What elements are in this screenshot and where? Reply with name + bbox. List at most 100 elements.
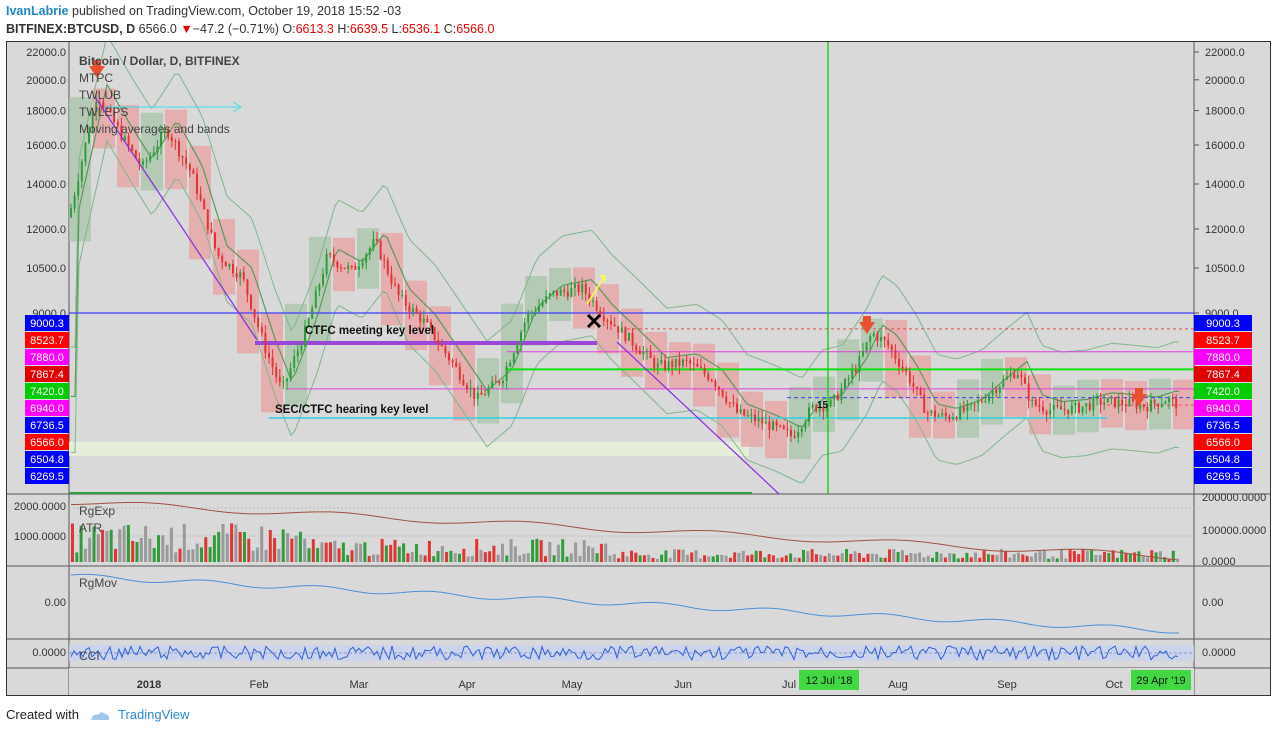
candle-body <box>1175 398 1178 409</box>
chart-svg[interactable]: 22000.0 22000.0 20000.0 20000.0 18000.0 18000… <box>7 42 1270 695</box>
volume-bar <box>965 552 969 562</box>
candle-body <box>376 238 378 241</box>
candle-body <box>732 402 735 404</box>
price-label-right <box>1194 400 1252 416</box>
candle-body <box>754 414 756 422</box>
volume-bar <box>359 543 363 562</box>
candle-body <box>955 417 958 420</box>
volume-bar <box>677 549 681 562</box>
lower-band <box>71 139 1180 483</box>
candle-body <box>948 416 951 420</box>
volume-bar <box>479 549 483 562</box>
candle-body <box>1135 401 1138 409</box>
candle-body <box>876 333 879 342</box>
bull-box <box>1149 378 1171 430</box>
volume-bar <box>380 538 384 562</box>
candle-body <box>772 421 774 431</box>
candle-body <box>77 181 80 196</box>
volume-bar <box>483 552 487 562</box>
volume-bar <box>703 555 707 562</box>
candle-body <box>293 356 296 368</box>
volume-bar <box>746 555 750 562</box>
candle-body <box>592 300 594 302</box>
candle-body <box>379 240 382 260</box>
candle-body <box>930 410 933 414</box>
candle-body <box>905 368 908 372</box>
volume-bar <box>1158 551 1162 562</box>
candle-body <box>354 266 357 270</box>
volume-bar <box>991 554 995 562</box>
candle-body <box>70 208 72 218</box>
candle-body <box>314 290 317 308</box>
volume-bar <box>1064 558 1068 562</box>
candle-body <box>833 394 836 400</box>
volume-bar <box>591 547 595 562</box>
y-tick-left: 12000.0 <box>26 224 66 236</box>
volume-bar <box>875 554 879 562</box>
volume-bar <box>569 553 573 562</box>
legend-item-mtpc: MTPC <box>79 71 113 85</box>
price-label-text-left: 6269.5 <box>30 471 64 483</box>
chart-frame[interactable]: 22000.0 22000.0 20000.0 20000.0 18000.0 18000… <box>6 41 1271 696</box>
candle-body <box>1067 409 1070 414</box>
candle-body <box>602 315 605 321</box>
volume-bar <box>935 551 939 562</box>
candle-body <box>1038 405 1041 407</box>
volume-bar <box>612 554 616 562</box>
candle-body <box>1027 383 1030 401</box>
candle-body <box>304 325 306 346</box>
volume-bar <box>634 552 638 562</box>
volume-bar <box>389 544 393 562</box>
volume-bar <box>230 523 234 562</box>
price-label-text-right: 9000.3 <box>1206 318 1240 330</box>
volume-bar <box>642 555 646 562</box>
candle-body <box>300 345 303 351</box>
y-tick-right: 10500.0 <box>1205 263 1245 275</box>
legend-item-ma: Moving averages and bands <box>79 122 230 136</box>
candle-body <box>138 158 141 165</box>
candle-body <box>1168 398 1170 403</box>
candle-body <box>1049 409 1052 415</box>
candle-body <box>901 366 904 369</box>
volume-bar <box>492 545 496 562</box>
candle-body <box>559 289 562 296</box>
volume-bar <box>1107 552 1111 562</box>
volume-bar <box>402 543 406 562</box>
x-tick-label: Aug <box>888 679 908 691</box>
candle-body <box>156 146 159 153</box>
candle-body <box>984 401 987 403</box>
trendline-purple <box>94 96 258 341</box>
volume-bar <box>298 531 302 562</box>
author-link[interactable]: IvanLabrie <box>6 4 69 18</box>
volume-bar <box>647 554 651 562</box>
volume-bar <box>900 550 904 562</box>
candle-body <box>160 132 162 147</box>
candle-body <box>804 421 807 429</box>
candle-body <box>329 253 332 255</box>
volume-bar <box>157 535 160 562</box>
candle-body <box>469 387 472 390</box>
volume-bar <box>234 524 238 562</box>
candle-body <box>336 261 339 268</box>
high-value: 6639.5 <box>349 22 389 36</box>
volume-bar <box>1081 549 1085 562</box>
candle-body <box>721 389 724 397</box>
sec-label: SEC/CTFC hearing key level <box>275 404 428 416</box>
bear-box <box>717 362 739 438</box>
volume-bar <box>1171 550 1175 562</box>
volume-bar <box>664 550 668 562</box>
highlight-date-text: 12 Jul '18 <box>806 675 853 687</box>
volume-bar <box>681 549 685 562</box>
tradingview-link[interactable]: TradingView <box>118 707 190 722</box>
volume-bar <box>1068 549 1072 562</box>
cross-marker <box>586 313 602 329</box>
cyan-arrow-head <box>232 101 242 113</box>
volume-bar <box>354 543 358 562</box>
bear-box <box>933 391 955 439</box>
volume-bar <box>384 545 388 562</box>
candle-body <box>916 386 918 389</box>
candle-body <box>707 373 710 380</box>
volume-bar <box>802 549 805 562</box>
candle-body <box>682 359 684 366</box>
candle-body <box>88 131 90 143</box>
